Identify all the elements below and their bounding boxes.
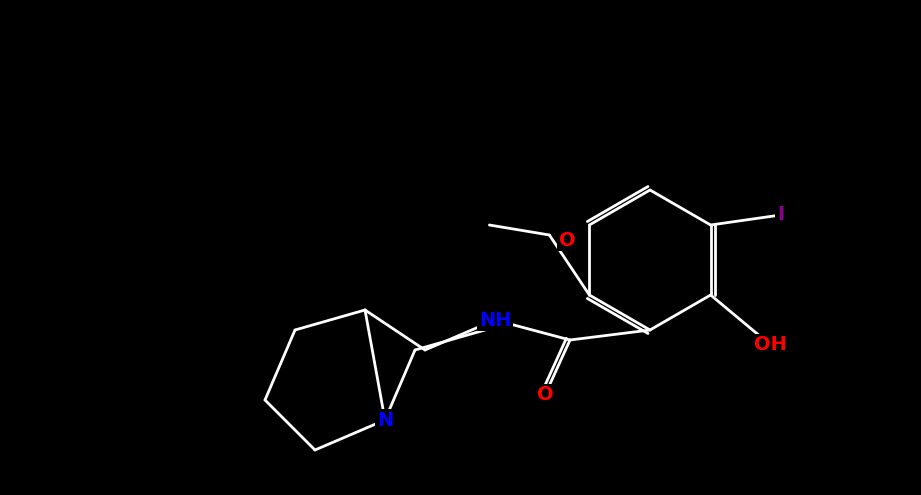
Text: NH: NH	[479, 310, 511, 330]
Text: I: I	[777, 205, 784, 225]
Text: O: O	[559, 231, 576, 249]
Text: N: N	[377, 410, 393, 430]
Text: O: O	[537, 386, 554, 404]
Text: OH: OH	[754, 336, 787, 354]
